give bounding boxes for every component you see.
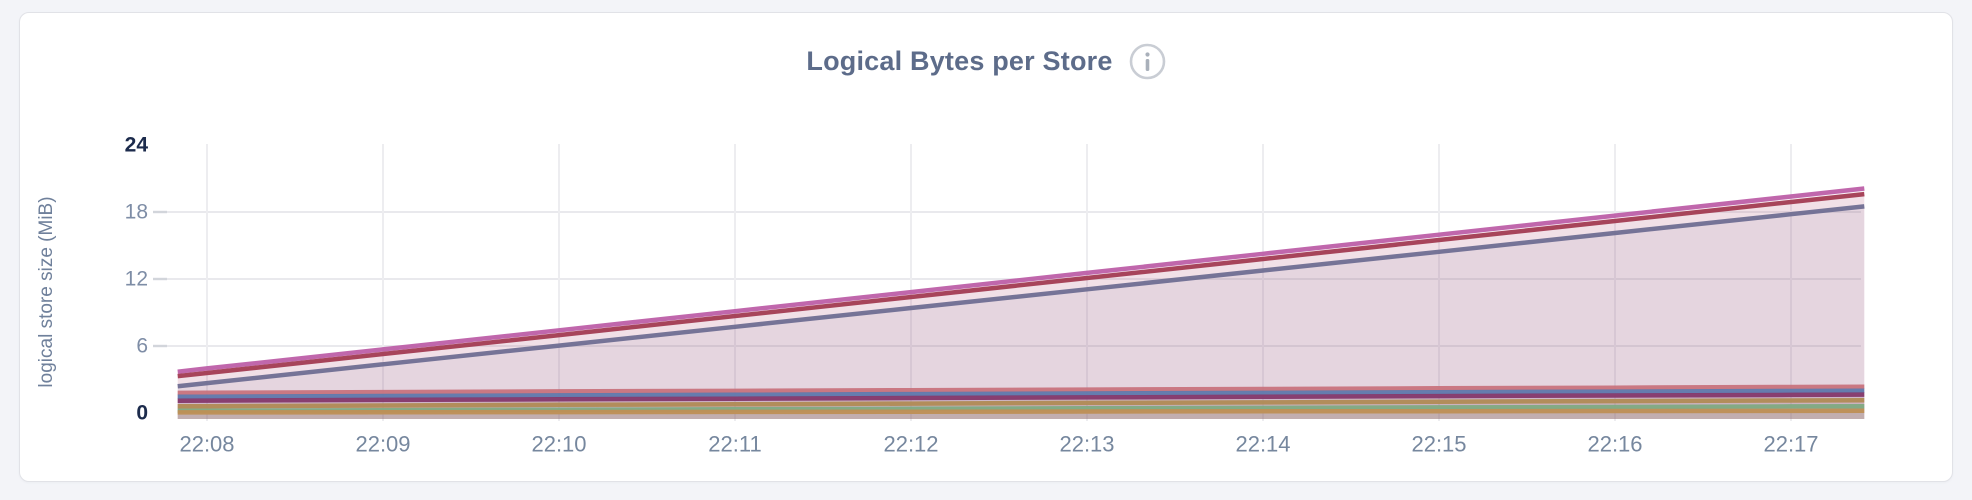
- y-tick-label: 6: [136, 335, 148, 358]
- series-1-area: [177, 188, 1865, 419]
- chart-card: Logical Bytes per Store logical store si…: [19, 12, 1953, 482]
- info-icon[interactable]: [1129, 43, 1166, 80]
- series-9-line: [177, 408, 1865, 415]
- x-tick-label: 22:09: [355, 432, 410, 457]
- y-tick-label: 18: [125, 201, 148, 224]
- x-tick-label: 22:13: [1059, 432, 1114, 457]
- series-2-line: [177, 191, 1865, 379]
- series-5-line: [177, 388, 1865, 400]
- x-tick-label: 22:11: [708, 432, 761, 457]
- x-tick-label: 22:10: [531, 432, 586, 457]
- series-7-line: [177, 397, 1865, 409]
- series-1-line: [177, 186, 1865, 374]
- x-tick-label: 22:14: [1235, 432, 1290, 457]
- series-6-line: [177, 392, 1865, 403]
- chart-plot-area[interactable]: 24 18 12 6 0 22:08 22:09 22:10 22:11 22:12 22:13 22…: [20, 13, 1952, 481]
- x-tick-label: 22:12: [883, 432, 938, 457]
- y-tick-label: 12: [125, 268, 148, 291]
- series-3-line: [177, 204, 1865, 389]
- x-tick-label: 22:15: [1411, 432, 1466, 457]
- chart-title: Logical Bytes per Store: [806, 46, 1113, 76]
- series-4-line: [177, 384, 1865, 396]
- x-tick-label: 22:16: [1587, 432, 1642, 457]
- y-tick-label: 24: [125, 134, 149, 157]
- x-tick-label: 22:08: [179, 432, 234, 457]
- y-tick-label: 0: [136, 402, 148, 425]
- series-3-area: [177, 206, 1865, 419]
- x-tick-label: 22:17: [1763, 432, 1818, 457]
- chart-header: Logical Bytes per Store: [20, 43, 1952, 80]
